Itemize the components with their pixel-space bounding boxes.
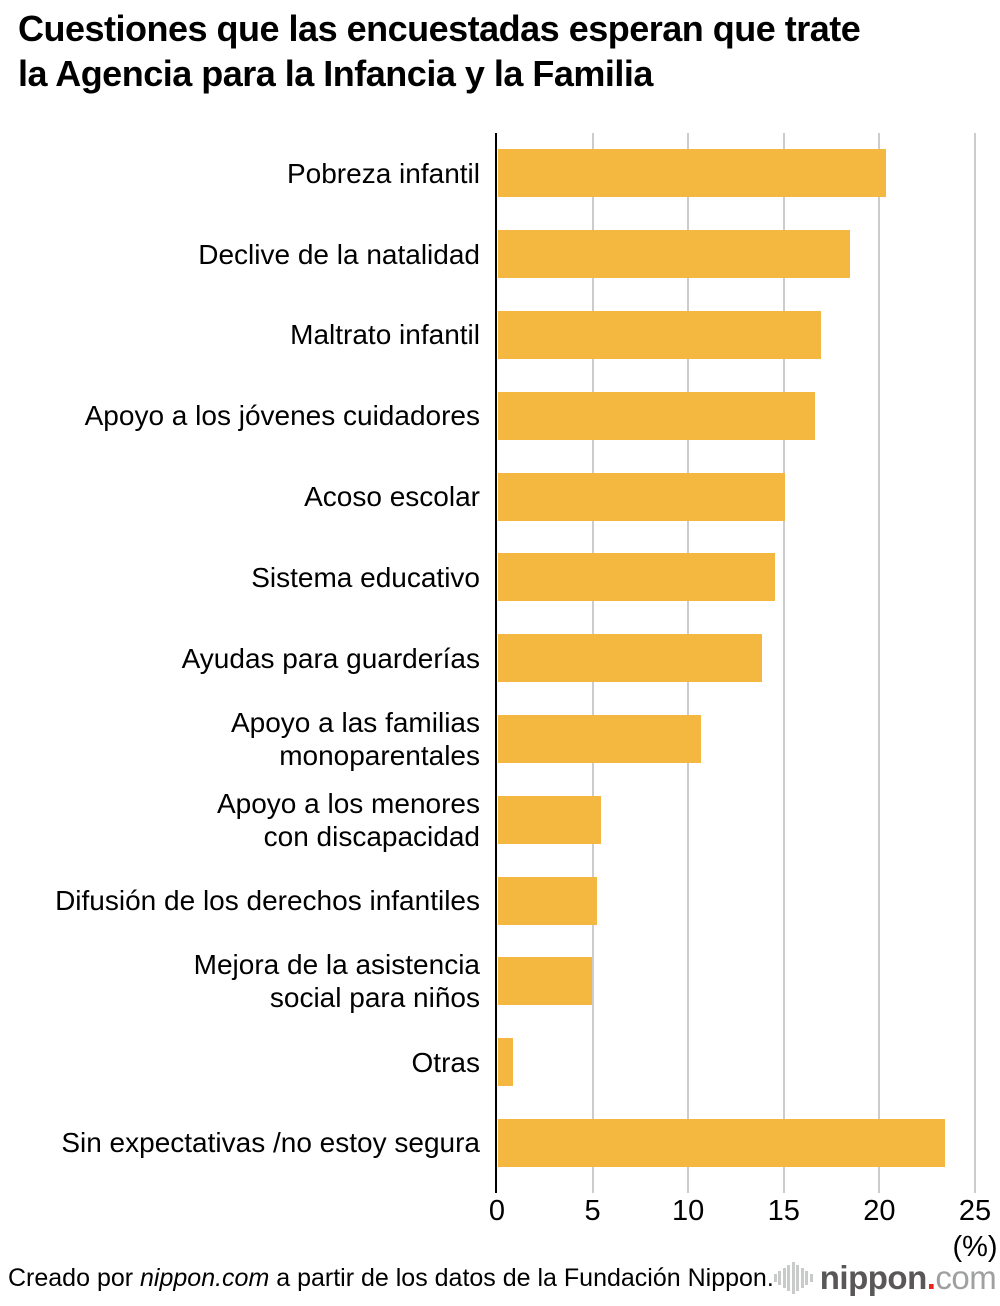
gridline xyxy=(878,133,881,1193)
bar-track xyxy=(498,214,1000,295)
category-label: Difusión de los derechos infantiles xyxy=(55,885,480,917)
bar-track xyxy=(498,860,1000,941)
bar xyxy=(498,149,887,198)
chart-title: Cuestiones que las encuestadas esperan q… xyxy=(18,6,993,96)
bar-row: Acoso escolar xyxy=(0,456,1000,537)
category-label: Apoyo a los menores con discapacidad xyxy=(216,787,480,852)
bar xyxy=(498,876,598,925)
bar xyxy=(498,472,785,521)
bar-row: Sin expectativas /no estoy segura xyxy=(0,1103,1000,1184)
x-tick-label: 5 xyxy=(584,1195,601,1227)
bar-row: Apoyo a las familias monoparentales xyxy=(0,699,1000,780)
bar-row: Ayudas para guarderías xyxy=(0,618,1000,699)
bar-row: Apoyo a los jóvenes cuidadores xyxy=(0,375,1000,456)
bar xyxy=(498,795,602,844)
bar-track xyxy=(498,295,1000,376)
category-label: Maltrato infantil xyxy=(290,319,480,351)
category-label: Apoyo a las familias monoparentales xyxy=(230,706,480,771)
bar-rows: Pobreza infantil Declive de la natalidad M… xyxy=(0,133,1000,1183)
bar-track xyxy=(498,779,1000,860)
bar-track xyxy=(498,941,1000,1022)
category-label: Ayudas para guarderías xyxy=(181,642,480,674)
bar xyxy=(498,310,822,359)
category-label: Pobreza infantil xyxy=(286,157,480,189)
category-label: Apoyo a los jóvenes cuidadores xyxy=(84,400,480,432)
chart-title-line1: Cuestiones que las encuestadas esperan q… xyxy=(18,8,861,49)
bar xyxy=(498,230,850,279)
bar-chart: Pobreza infantil Declive de la natalidad M… xyxy=(0,133,1000,1278)
bar-row: Otras xyxy=(0,1022,1000,1103)
bar-track xyxy=(498,537,1000,618)
nippon-logo-text: nippon.com xyxy=(819,1259,997,1297)
category-label: Sin expectativas /no estoy segura xyxy=(61,1127,480,1159)
bar-track xyxy=(498,456,1000,537)
bar xyxy=(498,1118,946,1167)
bar-track xyxy=(498,1103,1000,1184)
x-tick-label: 25 xyxy=(958,1195,992,1227)
bar-row: Apoyo a los menores con discapacidad xyxy=(0,779,1000,860)
x-axis-labels: 0 5 10 15 20 25 (%) xyxy=(489,1195,998,1275)
bar xyxy=(498,957,592,1006)
logo-tld: com xyxy=(935,1259,997,1296)
x-tick-label: 10 xyxy=(672,1195,705,1227)
category-label: Mejora de la asistencia social para niño… xyxy=(193,949,480,1014)
bar xyxy=(498,553,776,602)
bar xyxy=(498,391,816,440)
bar-track xyxy=(498,133,1000,214)
footer: Creado por nippon.com a partir de los da… xyxy=(8,1252,997,1304)
credit-text: Creado por nippon.com a partir de los da… xyxy=(8,1264,774,1293)
logo-brand: nippon xyxy=(819,1259,927,1296)
category-label: Declive de la natalidad xyxy=(198,238,480,270)
credit-suffix: a partir de los datos de la Fundación Ni… xyxy=(269,1263,774,1292)
bar-row: Maltrato infantil xyxy=(0,295,1000,376)
bar xyxy=(498,714,701,763)
bar-row: Sistema educativo xyxy=(0,537,1000,618)
bar-row: Declive de la natalidad xyxy=(0,214,1000,295)
category-label: Sistema educativo xyxy=(251,561,480,593)
x-tick-label: 20 xyxy=(863,1195,896,1227)
bar-track xyxy=(498,699,1000,780)
category-label: Otras xyxy=(411,1046,480,1078)
bar-track xyxy=(498,375,1000,456)
nippon-logo: nippon.com xyxy=(773,1259,997,1297)
bar-row: Pobreza infantil xyxy=(0,133,1000,214)
gridline xyxy=(974,133,976,1193)
soundwave-icon xyxy=(773,1262,813,1294)
bar xyxy=(498,634,762,683)
category-label: Acoso escolar xyxy=(304,481,480,513)
chart-title-line2: la Agencia para la Infancia y la Familia xyxy=(18,53,653,94)
gridline xyxy=(782,133,785,1193)
bar-row: Difusión de los derechos infantiles xyxy=(0,860,1000,941)
y-axis-line xyxy=(495,133,497,1193)
bar-row: Mejora de la asistencia social para niño… xyxy=(0,941,1000,1022)
credit-prefix: Creado por xyxy=(8,1263,141,1292)
bar-track xyxy=(498,1022,1000,1103)
credit-source: nippon.com xyxy=(140,1263,270,1292)
x-tick-label: 15 xyxy=(767,1195,800,1227)
bar-track xyxy=(498,618,1000,699)
logo-dot: . xyxy=(926,1259,936,1296)
bar xyxy=(498,1038,514,1087)
x-axis-unit-label: (%) xyxy=(952,1231,998,1263)
x-tick-label: 0 xyxy=(488,1195,506,1227)
